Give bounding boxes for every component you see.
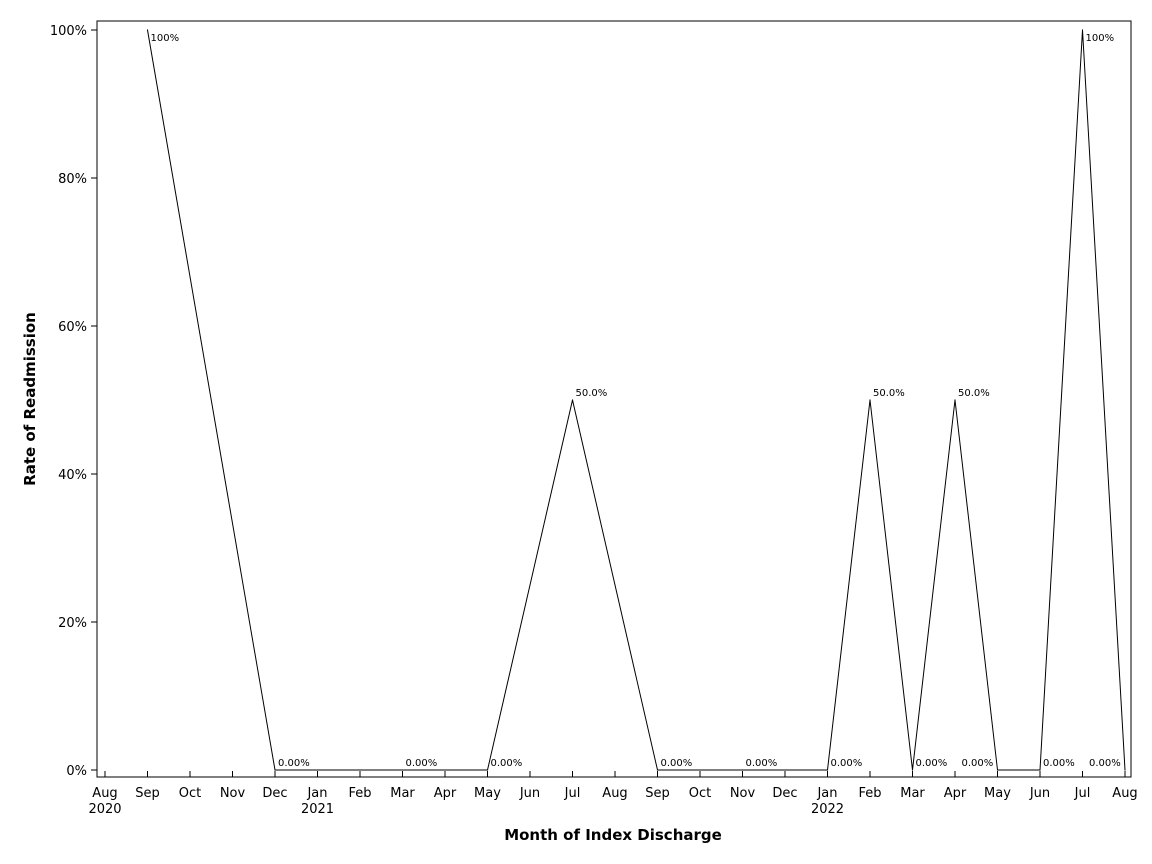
data-label: 0.00% [406,758,438,769]
data-label: 0.00% [916,758,948,769]
x-tick-label: Feb [348,786,371,801]
y-tick-label: 40% [58,468,87,483]
x-tick-label: Oct [689,786,711,801]
data-point [1081,29,1084,31]
x-tick-label: Mar [900,786,925,801]
x-tick-label: Apr [434,786,457,801]
y-tick-label: 100% [50,24,87,39]
series-line [147,29,1126,771]
y-tick-label: 80% [58,172,87,187]
data-point [146,29,149,31]
y-axis: 0% 20% 40% 60% 80% 100% [50,24,97,779]
data-point [954,399,956,401]
data-point [996,769,999,771]
x-tick-label: Sep [645,786,670,801]
x-tick-label: Sep [135,786,160,801]
data-label: 0.00% [1043,758,1075,769]
x-tick-label: Jun [519,786,540,801]
data-point [1124,769,1126,771]
plot-frame [96,20,1132,778]
x-tick-label: Nov [730,786,756,801]
x-axis-title: Month of Index Discharge [504,826,722,844]
x-tick-label: May [984,786,1011,801]
y-tick-label: 20% [58,616,87,631]
x-tick-label: Oct [179,786,201,801]
x-tick-label: Aug [602,786,627,801]
data-label: 50.0% [958,388,990,399]
data-label: 0.00% [491,758,523,769]
data-point [486,769,489,771]
x-tick-label: Mar [390,786,415,801]
data-point [571,399,574,401]
y-tick-label: 0% [66,764,87,779]
x-tick-label: Apr [944,786,967,801]
data-label: 50.0% [873,388,905,399]
data-point [1039,769,1041,771]
x-tick-label: Jan [306,786,327,801]
x-tick-label: Nov [220,786,246,801]
x-tick-label: Jan [816,786,837,801]
x-tick-year-label: 2020 [88,802,121,817]
data-point [656,769,659,771]
x-tick-label: Jun [1029,786,1050,801]
data-point [274,769,276,771]
series-layer [146,29,1126,771]
x-tick-year-label: 2021 [301,802,334,817]
data-label: 50.0% [576,388,608,399]
y-tick-label: 60% [58,320,87,335]
data-labels-layer: 100% 0.00% 0.00% 0.00% 50.0% 0.00% 0.00% 0.00% 5… [151,33,1121,769]
x-tick-label: Dec [772,786,797,801]
data-label: 100% [1086,33,1115,44]
x-tick-label: Feb [858,786,881,801]
x-tick-label: Aug [92,786,117,801]
data-label: 100% [151,33,180,44]
data-label: 0.00% [831,758,863,769]
data-point [911,769,914,771]
x-tick-label: Jul [564,786,581,801]
data-label: 0.00% [661,758,693,769]
data-label: 0.00% [962,758,994,769]
data-label: 0.00% [746,758,778,769]
data-label: 0.00% [278,758,310,769]
data-label: 0.00% [1089,758,1121,769]
x-tick-label: May [474,786,501,801]
x-tick-label: Dec [262,786,287,801]
x-tick-year-label: 2022 [811,802,844,817]
data-point [869,399,871,401]
y-axis-title: Rate of Readmission [21,312,39,486]
x-tick-label: Jul [1074,786,1091,801]
data-point [826,769,829,771]
x-tick-label: Aug [1112,786,1137,801]
